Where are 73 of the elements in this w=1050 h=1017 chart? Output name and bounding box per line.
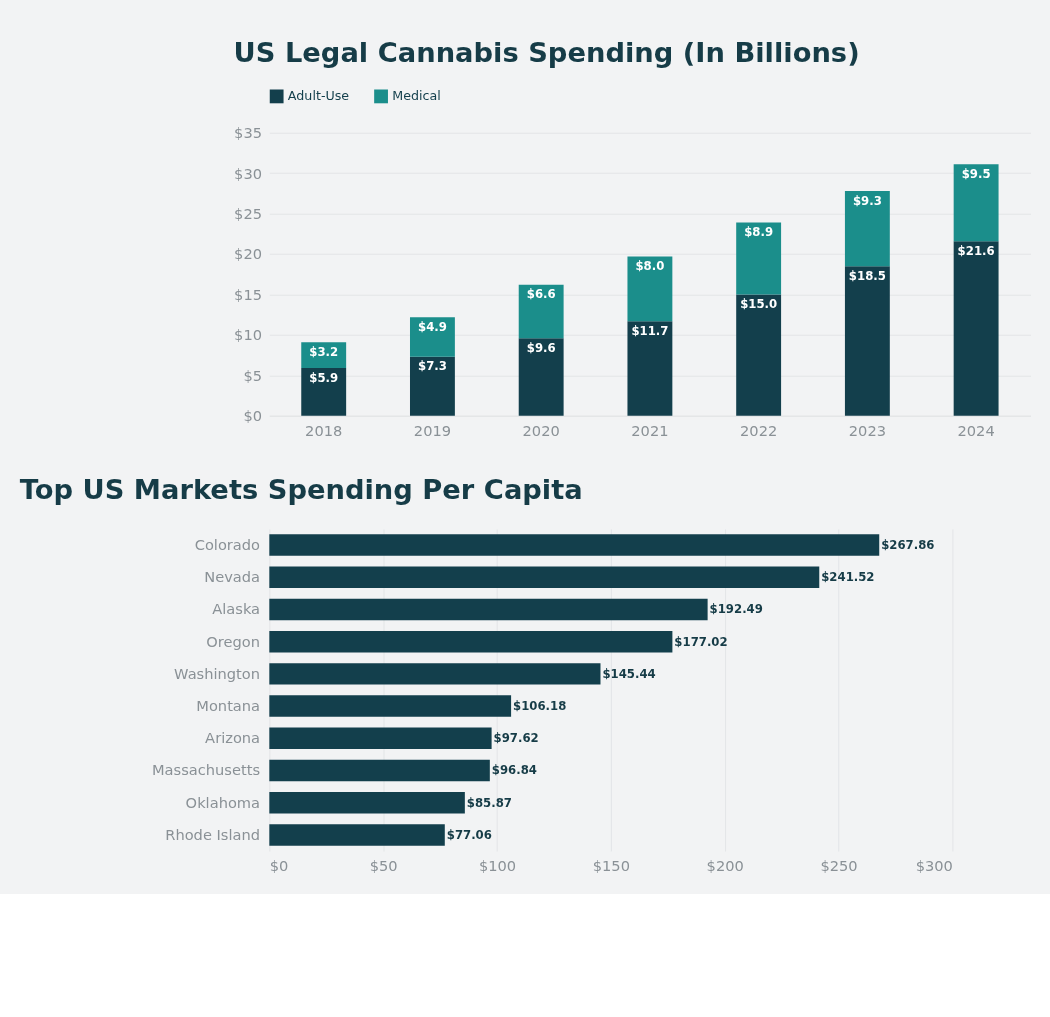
y-tick-label: $20 (234, 245, 263, 263)
x-tick-label: 2023 (848, 421, 886, 439)
data-label: $11.7 (631, 323, 669, 338)
y-tick-label: $15 (234, 285, 263, 303)
x-tick-label: $300 (915, 857, 953, 874)
data-label: $8.0 (635, 259, 665, 274)
y-tick-label: Rhode Island (165, 825, 261, 843)
data-label: $177.02 (674, 634, 728, 649)
bar (953, 164, 999, 242)
chart-title: Top US Markets Spending Per Capita (19, 473, 583, 505)
y-tick-label: Washington (174, 664, 261, 682)
y-tick-label: Alaska (212, 600, 261, 618)
y-tick-label: $30 (234, 164, 263, 182)
x-tick-label: $150 (592, 857, 630, 874)
data-label: $8.9 (744, 225, 774, 240)
data-label: $9.3 (852, 193, 882, 208)
data-label: $6.6 (526, 287, 556, 302)
bar (953, 241, 999, 416)
x-tick-label: $200 (706, 857, 744, 874)
data-label: $9.6 (526, 340, 556, 355)
data-label: $85.87 (466, 795, 512, 810)
data-label: $106.18 (513, 698, 567, 713)
bar (409, 317, 455, 357)
bar (301, 368, 347, 416)
bar (409, 356, 455, 416)
data-label: $18.5 (848, 268, 886, 283)
data-label: $4.9 (418, 319, 447, 334)
y-tick-label: Nevada (204, 568, 261, 586)
bar (627, 256, 673, 322)
y-tick-label: Massachusetts (151, 761, 261, 779)
data-label: $7.3 (418, 359, 447, 374)
bar (627, 321, 673, 416)
bar (844, 191, 890, 267)
data-label: $145.44 (602, 666, 656, 681)
data-label: $267.86 (881, 537, 935, 552)
y-tick-label: $35 (234, 124, 263, 142)
y-tick-label: Arizona (205, 729, 261, 747)
bar (736, 222, 782, 295)
y-tick-label: Colorado (194, 535, 261, 553)
x-tick-label: $0 (269, 857, 289, 874)
y-tick-label: $0 (243, 407, 263, 425)
data-label: $192.49 (709, 602, 763, 617)
legend-label: Medical (392, 88, 441, 104)
data-label: $241.52 (821, 570, 875, 585)
x-tick-label: 2019 (413, 421, 452, 439)
y-tick-label: $10 (234, 326, 263, 344)
x-tick-label: 2018 (305, 421, 343, 439)
x-tick-label: 2022 (740, 421, 778, 439)
x-tick-label: 2020 (522, 421, 560, 439)
x-tick-label: $250 (820, 857, 858, 874)
data-label: $97.62 (493, 731, 539, 746)
x-tick-label: 2021 (631, 421, 669, 439)
bar (844, 266, 890, 416)
data-label: $5.9 (309, 370, 339, 385)
y-tick-label: $5 (243, 366, 263, 384)
bar (736, 294, 782, 416)
bar (518, 338, 564, 416)
bar (518, 284, 564, 339)
chart-title: US Legal Cannabis Spending (In Billions) (233, 36, 860, 68)
legend-label: Adult-Use (287, 88, 350, 104)
data-label: $3.2 (309, 344, 339, 359)
data-label: $15.0 (740, 297, 778, 312)
data-label: $9.5 (961, 166, 991, 181)
y-tick-label: Montana (196, 696, 261, 714)
y-tick-label: Oklahoma (185, 793, 261, 811)
x-tick-label: $100 (478, 857, 517, 874)
x-tick-label: $50 (369, 857, 398, 874)
data-label: $96.84 (491, 763, 537, 778)
data-label: $21.6 (957, 243, 995, 258)
y-tick-label: Oregon (206, 632, 261, 650)
x-tick-label: 2024 (957, 421, 995, 439)
data-label: $77.06 (446, 827, 492, 842)
y-tick-label: $25 (234, 205, 263, 222)
